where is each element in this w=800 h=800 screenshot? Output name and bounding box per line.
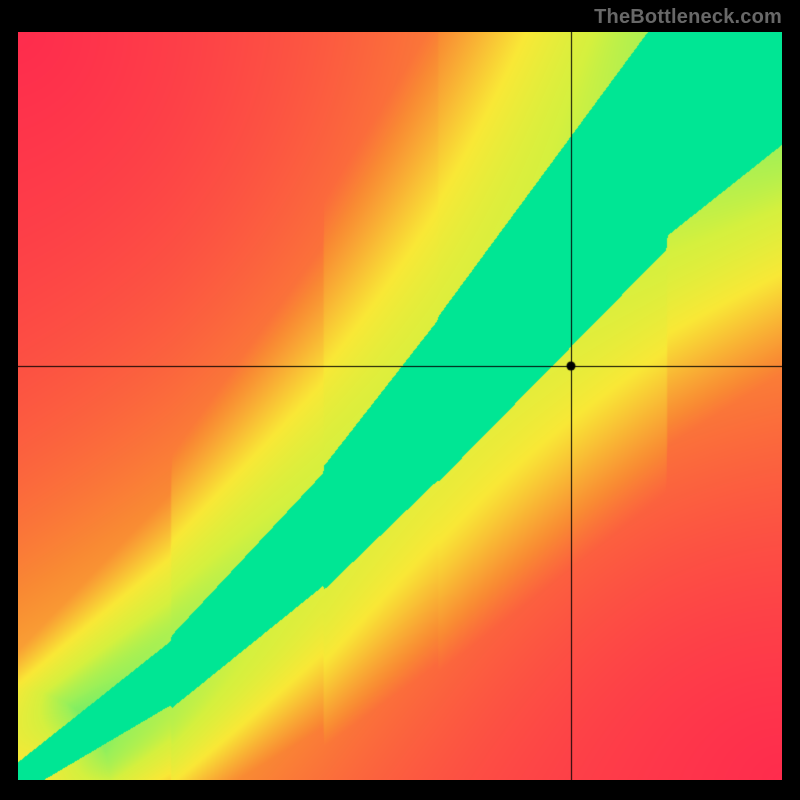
stage: TheBottleneck.com [0, 0, 800, 800]
heatmap-canvas [18, 32, 782, 780]
heatmap-plot [18, 32, 782, 780]
watermark-text: TheBottleneck.com [594, 6, 782, 29]
